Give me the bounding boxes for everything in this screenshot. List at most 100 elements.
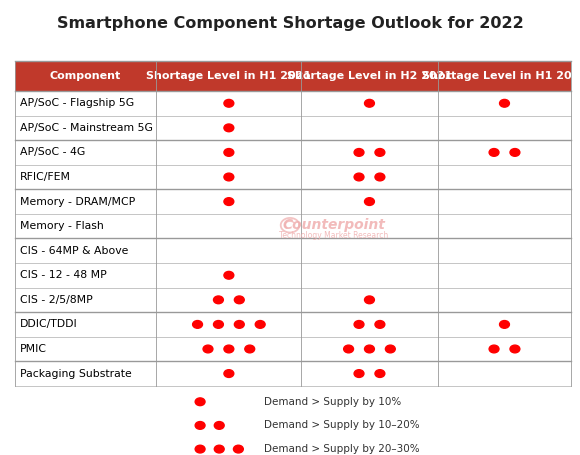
Circle shape <box>354 369 364 377</box>
Circle shape <box>364 197 375 206</box>
Text: Counterpoint: Counterpoint <box>282 218 385 232</box>
Text: AP/SoC - Mainstream 5G: AP/SoC - Mainstream 5G <box>20 123 153 133</box>
Bar <box>301 91 438 116</box>
Circle shape <box>343 345 353 353</box>
Circle shape <box>213 320 223 329</box>
Circle shape <box>224 124 234 132</box>
Bar <box>157 312 301 337</box>
Circle shape <box>233 445 244 453</box>
Text: RFIC/FEM: RFIC/FEM <box>20 172 71 182</box>
Bar <box>438 263 571 288</box>
Bar <box>14 189 157 214</box>
Bar <box>438 91 571 116</box>
Text: Technology Market Research: Technology Market Research <box>279 231 388 240</box>
Bar <box>301 189 438 214</box>
Circle shape <box>195 398 205 406</box>
Circle shape <box>499 320 509 329</box>
Bar <box>301 263 438 288</box>
Circle shape <box>364 345 375 353</box>
Circle shape <box>234 296 244 304</box>
Bar <box>438 165 571 189</box>
Circle shape <box>375 369 385 377</box>
Bar <box>14 165 157 189</box>
Circle shape <box>213 296 223 304</box>
Bar <box>14 288 157 312</box>
Circle shape <box>375 320 385 329</box>
Circle shape <box>234 320 244 329</box>
Circle shape <box>385 345 396 353</box>
Bar <box>301 337 438 361</box>
Circle shape <box>364 296 375 304</box>
Bar <box>301 61 438 91</box>
Bar <box>438 361 571 386</box>
Circle shape <box>224 148 234 157</box>
Circle shape <box>224 173 234 181</box>
Text: Packaging Substrate: Packaging Substrate <box>20 369 132 379</box>
Bar <box>157 91 301 116</box>
Bar <box>301 238 438 263</box>
Bar <box>438 189 571 214</box>
Circle shape <box>193 320 202 329</box>
Circle shape <box>195 421 205 430</box>
Circle shape <box>510 148 520 157</box>
Circle shape <box>224 369 234 377</box>
Circle shape <box>354 148 364 157</box>
Circle shape <box>224 99 234 107</box>
Bar <box>157 116 301 140</box>
Circle shape <box>499 99 509 107</box>
Circle shape <box>224 197 234 206</box>
Bar <box>14 337 157 361</box>
Bar <box>301 165 438 189</box>
Circle shape <box>489 345 499 353</box>
Bar <box>438 337 571 361</box>
Circle shape <box>195 445 205 453</box>
Text: Shortage Level in H1 2022: Shortage Level in H1 2022 <box>422 71 580 81</box>
Bar <box>438 140 571 165</box>
Circle shape <box>354 173 364 181</box>
Bar <box>14 61 157 91</box>
Circle shape <box>215 421 224 430</box>
Bar <box>157 337 301 361</box>
Text: DDIC/TDDI: DDIC/TDDI <box>20 319 78 329</box>
Circle shape <box>245 345 255 353</box>
Bar <box>438 312 571 337</box>
Bar <box>14 238 157 263</box>
Text: Shortage Level in H1 2021: Shortage Level in H1 2021 <box>146 71 311 81</box>
Bar <box>157 189 301 214</box>
Bar <box>157 288 301 312</box>
Circle shape <box>255 320 265 329</box>
Bar <box>157 214 301 238</box>
Bar <box>14 116 157 140</box>
Bar <box>14 140 157 165</box>
Circle shape <box>215 445 224 453</box>
Bar <box>157 140 301 165</box>
Bar <box>301 312 438 337</box>
Circle shape <box>364 99 375 107</box>
Text: Component: Component <box>50 71 121 81</box>
Bar <box>438 61 571 91</box>
Bar <box>157 238 301 263</box>
Bar <box>14 361 157 386</box>
Bar <box>14 263 157 288</box>
Circle shape <box>375 148 385 157</box>
Circle shape <box>224 271 234 279</box>
Circle shape <box>489 148 499 157</box>
Circle shape <box>203 345 213 353</box>
Text: Memory - DRAM/MCP: Memory - DRAM/MCP <box>20 197 136 207</box>
Bar <box>157 263 301 288</box>
Bar <box>301 116 438 140</box>
Bar <box>438 238 571 263</box>
Circle shape <box>354 320 364 329</box>
Bar <box>438 214 571 238</box>
Bar <box>157 361 301 386</box>
Circle shape <box>375 173 385 181</box>
Text: CIS - 2/5/8MP: CIS - 2/5/8MP <box>20 295 93 305</box>
Text: Shortage Level in H2 2021: Shortage Level in H2 2021 <box>287 71 452 81</box>
Text: Smartphone Component Shortage Outlook for 2022: Smartphone Component Shortage Outlook fo… <box>57 16 523 31</box>
Text: Demand > Supply by 10–20%: Demand > Supply by 10–20% <box>264 420 419 430</box>
Text: CIS - 12 - 48 MP: CIS - 12 - 48 MP <box>20 270 107 280</box>
Bar <box>438 116 571 140</box>
Bar <box>301 288 438 312</box>
Text: Demand > Supply by 20–30%: Demand > Supply by 20–30% <box>264 444 419 454</box>
Circle shape <box>224 345 234 353</box>
